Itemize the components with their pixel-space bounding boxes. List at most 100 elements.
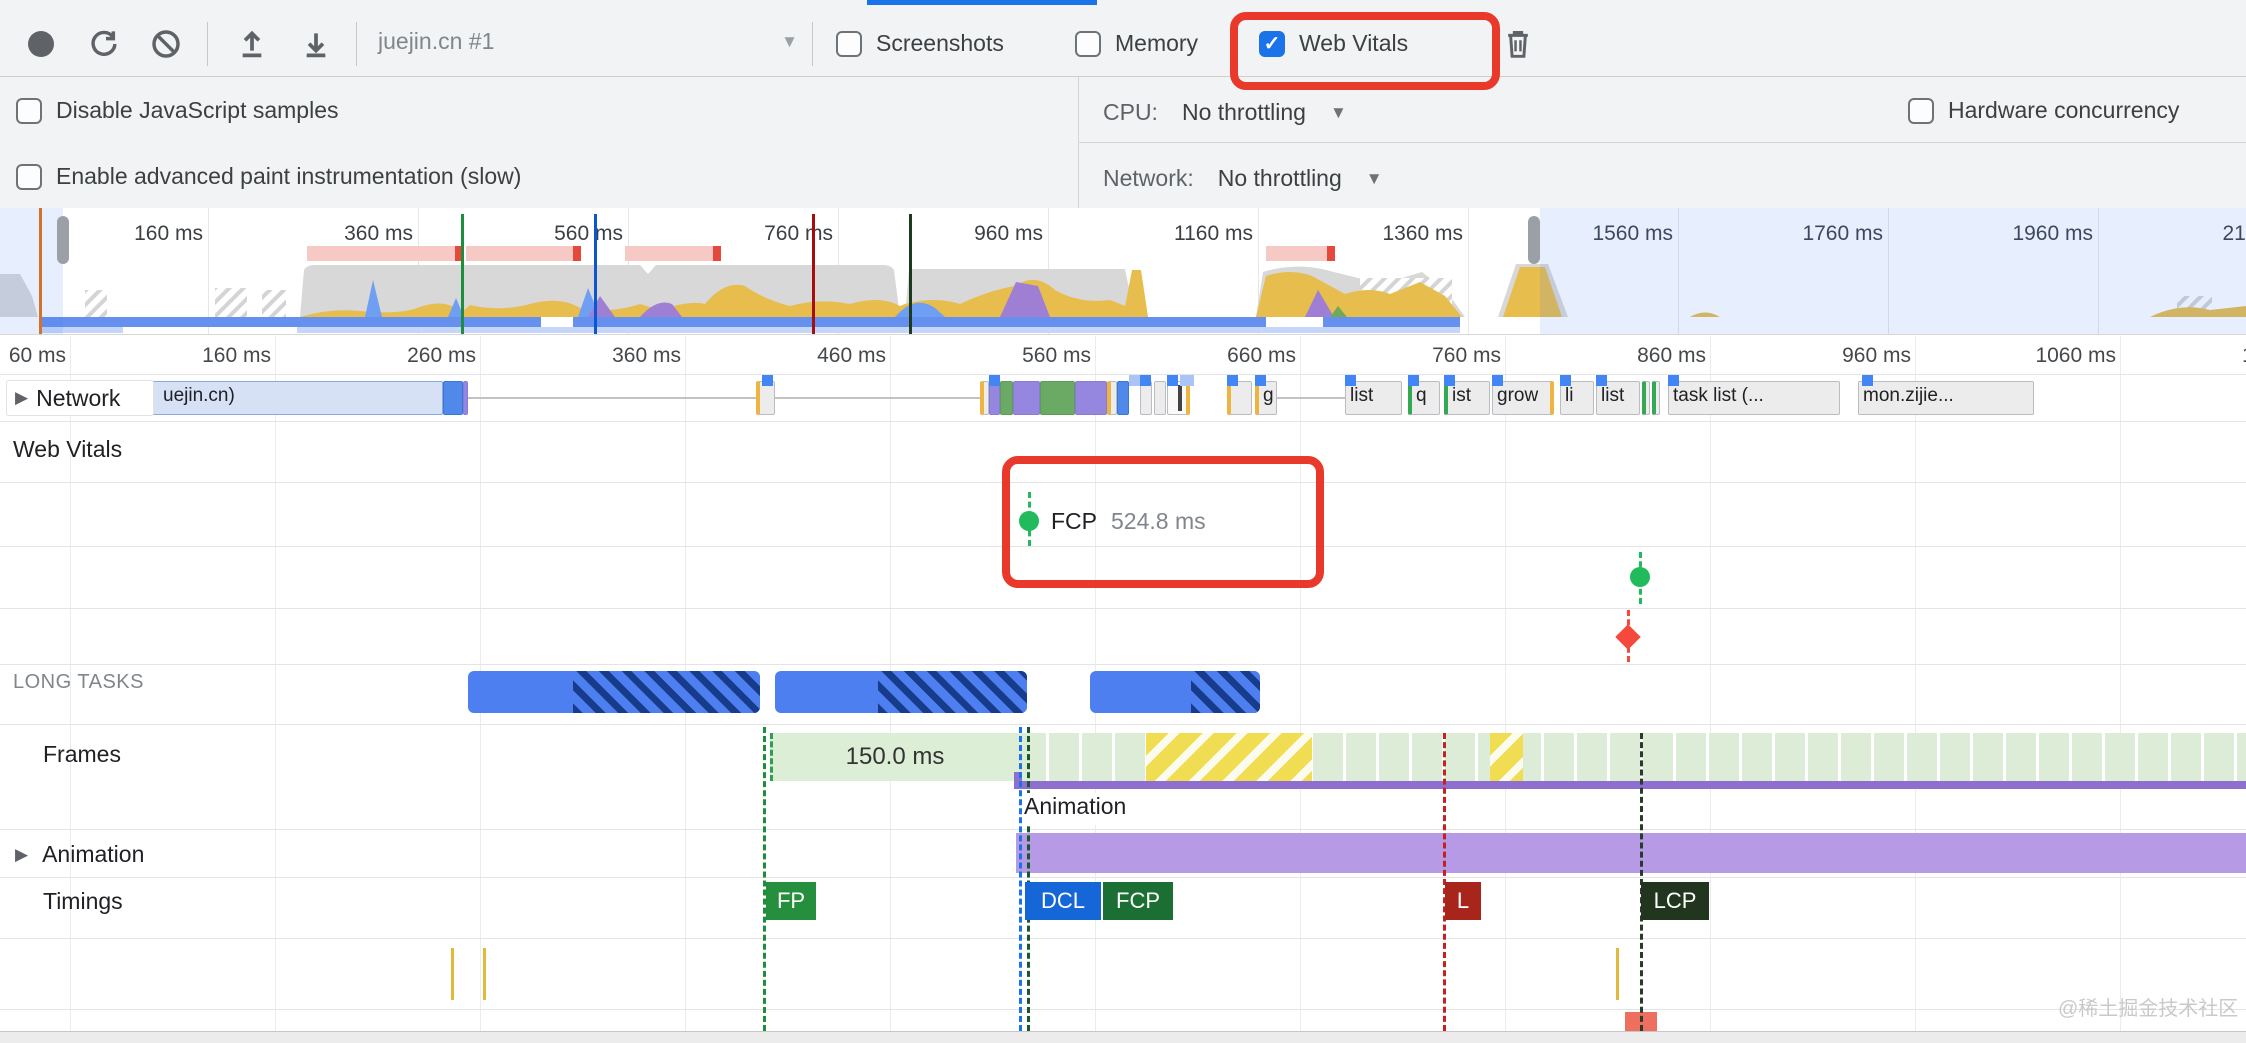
network-request[interactable] bbox=[1013, 381, 1040, 415]
network-request[interactable] bbox=[1140, 381, 1152, 415]
overview-longtask-bar bbox=[625, 246, 713, 261]
l-badge[interactable]: L bbox=[1445, 882, 1481, 920]
memory-label: Memory bbox=[1115, 30, 1199, 56]
network-whisker bbox=[775, 397, 980, 399]
network-track-header[interactable]: ▶ Network bbox=[6, 380, 154, 416]
ruler-tick: 460 ms bbox=[817, 344, 886, 367]
dcl-line bbox=[1019, 727, 1022, 1031]
hardware-concurrency-checkbox-row[interactable]: Hardware concurrency bbox=[1908, 97, 2179, 124]
dcl-badge[interactable]: DCL bbox=[1025, 882, 1101, 920]
bottom-scroll-strip[interactable] bbox=[0, 1031, 2246, 1043]
delete-recording-button[interactable] bbox=[1498, 24, 1538, 64]
settings-divider bbox=[1079, 142, 2246, 143]
network-request[interactable]: li bbox=[1560, 381, 1594, 415]
network-request[interactable] bbox=[1642, 381, 1650, 415]
network-request[interactable]: list bbox=[1596, 381, 1640, 415]
network-request[interactable] bbox=[1167, 381, 1190, 415]
network-request[interactable] bbox=[1107, 381, 1117, 415]
animation-bar[interactable] bbox=[1016, 833, 2246, 873]
advanced-paint-checkbox[interactable] bbox=[16, 163, 42, 190]
network-waiting-square bbox=[1227, 375, 1238, 386]
overview-longtask-tip bbox=[713, 246, 721, 261]
network-request[interactable]: grow bbox=[1492, 381, 1554, 415]
lcp-badge[interactable]: LCP bbox=[1641, 882, 1709, 920]
network-request-document[interactable]: uejin.cn) bbox=[107, 381, 443, 415]
disable-js-checkbox-row[interactable]: Disable JavaScript samples bbox=[16, 97, 339, 124]
network-waiting-square bbox=[1140, 375, 1151, 386]
advanced-paint-checkbox-row[interactable]: Enable advanced paint instrumentation (s… bbox=[16, 163, 521, 190]
toolbar-divider bbox=[356, 22, 357, 66]
timestamp-tick bbox=[451, 948, 454, 1000]
network-request[interactable]: mon.zijie... bbox=[1858, 381, 2034, 415]
network-request[interactable]: q bbox=[1408, 381, 1440, 415]
fp-badge[interactable]: FP bbox=[766, 882, 816, 920]
ruler-tick: 360 ms bbox=[612, 344, 681, 367]
animation-track-header[interactable]: ▶ Animation bbox=[15, 841, 144, 868]
partially-presented-frames[interactable] bbox=[1146, 733, 1312, 781]
network-throttling-select[interactable]: No throttling bbox=[1217, 165, 1342, 191]
overview-left-handle[interactable] bbox=[57, 216, 69, 264]
network-request[interactable] bbox=[1000, 381, 1013, 415]
network-request[interactable] bbox=[989, 381, 1000, 415]
row-separator bbox=[0, 724, 2246, 725]
load-profile-button[interactable] bbox=[232, 24, 272, 64]
gridline bbox=[1300, 336, 1301, 1031]
network-waiting-square bbox=[1129, 375, 1143, 386]
memory-checkbox[interactable] bbox=[1075, 30, 1101, 57]
network-request[interactable] bbox=[1040, 381, 1075, 415]
lcp-marker-dot[interactable] bbox=[1630, 567, 1650, 587]
timeline-overview[interactable]: 160 ms 360 ms 560 ms 760 ms 960 ms 1160 … bbox=[0, 208, 2246, 335]
layout-shift-marker[interactable] bbox=[1615, 624, 1641, 650]
web-vitals-checkbox[interactable]: ✓ bbox=[1259, 30, 1285, 57]
network-request-chunk[interactable] bbox=[443, 381, 463, 415]
network-request[interactable] bbox=[980, 381, 989, 415]
long-task-bar[interactable] bbox=[1090, 671, 1260, 713]
partially-presented-frame[interactable] bbox=[1490, 733, 1523, 781]
network-request[interactable]: ist bbox=[1444, 381, 1490, 415]
network-throttling-row: Network: No throttling ▼ bbox=[1103, 165, 1383, 192]
long-task-bar[interactable] bbox=[468, 671, 760, 713]
network-request-label: list bbox=[1350, 385, 1374, 406]
network-request[interactable]: task list (... bbox=[1668, 381, 1840, 415]
memory-checkbox-row[interactable]: Memory bbox=[1075, 30, 1198, 57]
timings-track-label: Timings bbox=[43, 888, 123, 914]
network-request[interactable] bbox=[1075, 381, 1107, 415]
network-request[interactable] bbox=[1227, 381, 1252, 415]
network-request[interactable]: g bbox=[1255, 381, 1277, 415]
network-request[interactable]: list bbox=[1345, 381, 1402, 415]
fp-line bbox=[763, 727, 766, 1031]
network-request[interactable] bbox=[1652, 381, 1660, 415]
history-dropdown[interactable]: juejin.cn #1 ▼ bbox=[378, 28, 798, 55]
web-vitals-checkbox-row[interactable]: ✓ Web Vitals bbox=[1259, 30, 1408, 57]
network-waiting-square bbox=[1345, 375, 1356, 386]
long-frame[interactable]: 150.0 ms bbox=[770, 733, 1017, 781]
clear-button[interactable] bbox=[146, 24, 186, 64]
reload-and-profile-button[interactable] bbox=[84, 24, 124, 64]
disable-js-checkbox[interactable] bbox=[16, 97, 42, 124]
screenshots-checkbox[interactable] bbox=[836, 30, 862, 57]
record-button[interactable] bbox=[21, 24, 61, 64]
network-waiting-square bbox=[1167, 375, 1178, 386]
network-request[interactable] bbox=[1154, 381, 1166, 415]
overview-tick: 760 ms bbox=[764, 222, 833, 245]
toolbar-divider bbox=[812, 22, 813, 66]
overview-right-handle[interactable] bbox=[1528, 216, 1540, 264]
network-request[interactable] bbox=[1117, 381, 1129, 415]
network-request[interactable] bbox=[756, 381, 775, 415]
fcp-marker-dot[interactable] bbox=[1019, 511, 1039, 531]
save-profile-button[interactable] bbox=[296, 24, 336, 64]
long-task-bar[interactable] bbox=[775, 671, 1027, 713]
ruler-tick: 160 ms bbox=[202, 344, 271, 367]
row-separator bbox=[0, 482, 2246, 483]
network-request-label: g bbox=[1263, 385, 1274, 406]
ruler-tick: 260 ms bbox=[407, 344, 476, 367]
hardware-concurrency-checkbox[interactable] bbox=[1908, 97, 1934, 124]
network-request-label: uejin.cn) bbox=[163, 385, 235, 406]
screenshots-checkbox-row[interactable]: Screenshots bbox=[836, 30, 1004, 57]
fcp-badge[interactable]: FCP bbox=[1103, 882, 1173, 920]
animation-start-nub bbox=[1014, 772, 1022, 789]
cpu-throttling-select[interactable]: No throttling bbox=[1181, 99, 1306, 125]
long-task-overrun bbox=[1191, 671, 1260, 713]
hardware-concurrency-label: Hardware concurrency bbox=[1948, 97, 2180, 123]
network-waiting-square bbox=[1668, 375, 1679, 386]
